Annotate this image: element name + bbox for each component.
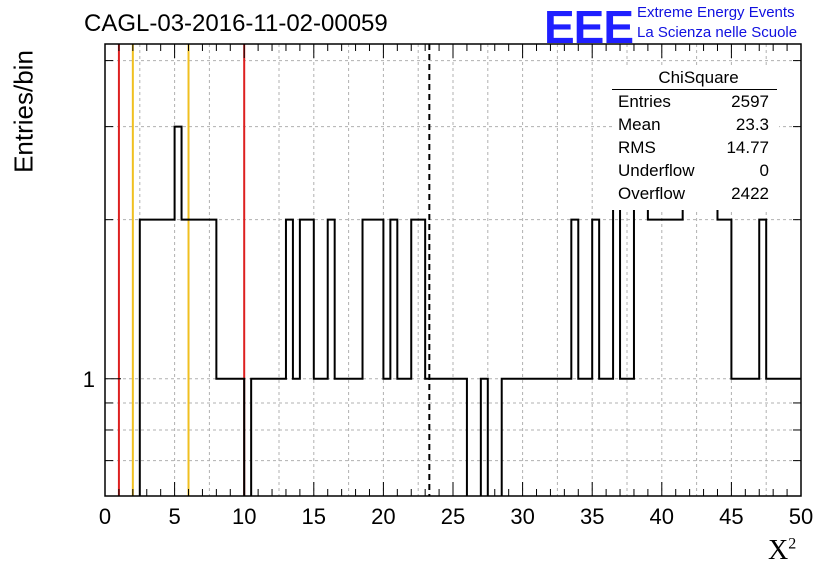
stats-value: 2422 [731, 184, 769, 203]
y-tick-label: 1 [83, 367, 95, 392]
logo-line-2: La Scienza nelle Scuole [637, 24, 798, 41]
x-tick-label: 0 [99, 504, 111, 529]
stats-label: Entries [618, 92, 671, 111]
x-axis-label-base: X [768, 535, 789, 566]
stats-name: ChiSquare [612, 68, 777, 90]
x-tick-label: 10 [232, 504, 256, 529]
stats-label: RMS [618, 138, 656, 157]
eee-logo: EEE [544, 1, 634, 53]
stats-label: Underflow [618, 161, 695, 180]
x-axis-label-sup: 2 [788, 535, 797, 553]
x-tick-label: 20 [371, 504, 395, 529]
stats-value: 23.3 [735, 115, 769, 134]
x-tick-label: 50 [789, 504, 813, 529]
stats-label: Overflow [618, 184, 686, 203]
x-tick-label: 40 [650, 504, 674, 529]
x-axis-label: X2 [768, 535, 796, 567]
x-tick-label: 5 [168, 504, 180, 529]
chart-title: CAGL-03-2016-11-02-00059 [84, 10, 388, 37]
stats-row-rms: RMS 14.77 [612, 138, 777, 161]
stats-row-overflow: Overflow 2422 [612, 184, 777, 207]
histogram-outline [138, 125, 801, 496]
logo-line-1: Extreme Energy Events [637, 4, 795, 21]
x-tick-label: 45 [719, 504, 743, 529]
stats-row-mean: Mean 23.3 [612, 115, 777, 138]
eee-logo-text: Extreme Energy Events La Scienza nelle S… [637, 3, 797, 43]
x-tick-label: 15 [302, 504, 326, 529]
stats-row-entries: Entries 2597 [612, 92, 777, 115]
stats-row-underflow: Underflow 0 [612, 161, 777, 184]
stats-value: 2597 [731, 92, 769, 111]
x-tick-label: 30 [510, 504, 534, 529]
stats-value: 14.77 [726, 138, 769, 157]
stats-label: Mean [618, 115, 661, 134]
x-tick-label: 25 [441, 504, 465, 529]
y-axis-label: Entries/bin [8, 50, 39, 173]
stats-value: 0 [759, 161, 769, 180]
stats-box: ChiSquare Entries 2597 Mean 23.3 RMS 14.77 … [612, 68, 777, 207]
stats-box-background [612, 66, 779, 210]
x-tick-label: 35 [580, 504, 604, 529]
